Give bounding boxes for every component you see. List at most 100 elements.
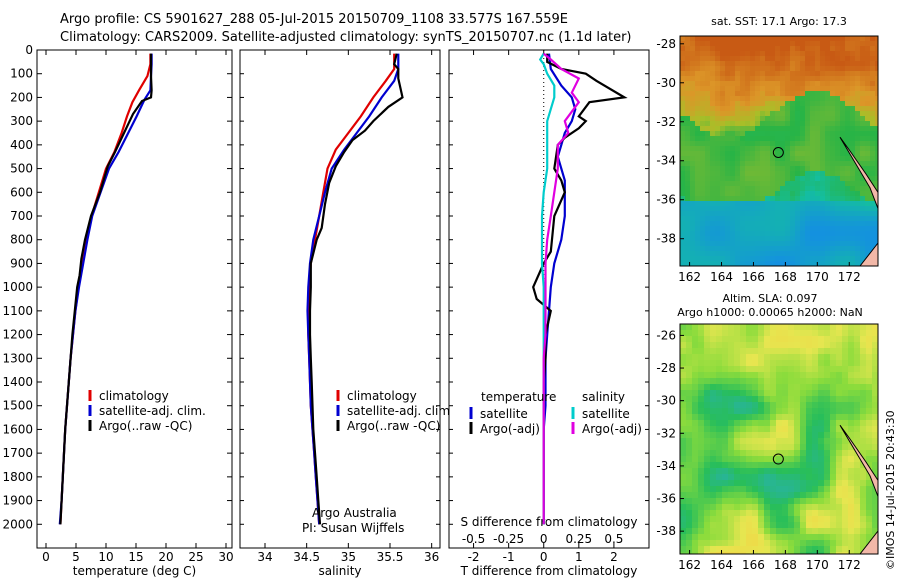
map-cell [728, 510, 735, 517]
map-cell [734, 408, 741, 415]
map-cell [746, 348, 753, 355]
map-cell [770, 241, 776, 247]
map-cell [710, 86, 716, 92]
map-cell [870, 71, 876, 77]
map-cell [770, 91, 776, 97]
map-cell [830, 408, 837, 415]
map-cell [715, 201, 721, 207]
map-cell [776, 498, 783, 505]
map-cell [790, 91, 796, 97]
map-cell [698, 378, 705, 385]
figure-title-line1: Argo profile: CS 5901627_288 05-Jul-2015… [60, 12, 569, 27]
map-cell [735, 151, 741, 157]
map-cell [755, 36, 761, 42]
map-cell [818, 390, 825, 397]
map-cell [855, 136, 861, 142]
map-cell [812, 354, 819, 361]
map-cell [776, 384, 783, 391]
map-cell [842, 396, 849, 403]
map-cell [782, 432, 789, 439]
map-cell [848, 360, 855, 367]
map-cell [860, 161, 866, 167]
map-cell [722, 378, 729, 385]
map-cell [785, 116, 791, 122]
map-cell [745, 176, 751, 182]
map-cell [735, 236, 741, 242]
map-cell [686, 390, 693, 397]
map-cell [788, 522, 795, 529]
map-cell [730, 141, 736, 147]
map-cell [835, 176, 841, 182]
map-cell [805, 121, 811, 127]
map-cell [760, 36, 766, 42]
map-cell [815, 126, 821, 132]
map-cell [812, 408, 819, 415]
map-cell [800, 71, 806, 77]
map-cell [775, 126, 781, 132]
map-cell [775, 96, 781, 102]
map-cell [820, 211, 826, 217]
map-cell [842, 348, 849, 355]
map-cell [820, 221, 826, 227]
map-cell [840, 231, 846, 237]
map-cell [710, 201, 716, 207]
map-cell [755, 256, 761, 262]
map-cell [854, 396, 861, 403]
map-cell [782, 336, 789, 343]
y-tick-label: 2000 [2, 517, 33, 531]
map-cell [775, 186, 781, 192]
map-cell [698, 420, 705, 427]
map-cell [825, 221, 831, 227]
map-cell [705, 251, 711, 257]
map-cell [865, 106, 871, 112]
map-cell [765, 111, 771, 117]
map-cell [818, 324, 825, 331]
map-cell [820, 131, 826, 137]
map-cell [730, 66, 736, 72]
map-cell [866, 414, 873, 421]
map-cell [830, 246, 836, 252]
map-cell [825, 96, 831, 102]
y-tick-label: 1900 [2, 494, 33, 508]
map-cell [764, 516, 771, 523]
map-cell [705, 136, 711, 142]
map-cell [820, 136, 826, 142]
map-cell [764, 504, 771, 511]
map-cell [690, 96, 696, 102]
map-cell [818, 480, 825, 487]
map-cell [812, 330, 819, 337]
map-cell [865, 136, 871, 142]
map-cell [700, 171, 706, 177]
map-cell [710, 444, 717, 451]
map-cell [800, 151, 806, 157]
map-cell [764, 366, 771, 373]
map-cell [845, 51, 851, 57]
map-cell [692, 456, 699, 463]
map-cell [715, 181, 721, 187]
map-cell [872, 462, 878, 469]
map-cell [740, 408, 747, 415]
map-cell [735, 216, 741, 222]
map-cell [755, 61, 761, 67]
map-cell [825, 41, 831, 47]
map-cell [704, 342, 711, 349]
map-cell [710, 474, 717, 481]
map-cell [835, 61, 841, 67]
map-cell [758, 540, 765, 547]
map-cell [760, 51, 766, 57]
map-cell [805, 261, 811, 266]
map-cell [716, 516, 723, 523]
map-cell [830, 101, 836, 107]
map-cell [815, 106, 821, 112]
map-cell [835, 36, 841, 42]
map-cell [770, 141, 776, 147]
map-cell [854, 414, 861, 421]
map-cell [752, 378, 759, 385]
map-cell [710, 384, 717, 391]
map-cell [860, 522, 867, 529]
land-shape [839, 136, 878, 209]
map-cell [725, 91, 731, 97]
map-cell [790, 51, 796, 57]
map-cell [695, 211, 701, 217]
map-cell [790, 251, 796, 257]
